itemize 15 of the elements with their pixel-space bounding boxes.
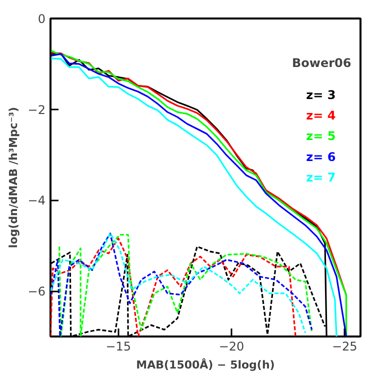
y-axis-title: log(dn/dMAB /h³Mpc⁻³) (6, 106, 20, 248)
x-tick-label: −15 (106, 340, 132, 354)
y-tick-label: −2 (28, 102, 46, 117)
legend-title: Bower06 (292, 56, 352, 70)
x-tick-label: −20 (218, 340, 244, 354)
text: z= 6 (306, 150, 336, 164)
text: z= 5 (306, 129, 336, 144)
y-tick-label: −4 (28, 194, 46, 208)
x-axis-title: MAB(1500Å) − 5log(h) (136, 358, 275, 372)
y-tick-label: −6 (28, 284, 46, 299)
text: z= 7 (306, 170, 336, 184)
text: z= 4 (306, 108, 336, 122)
text: z= 3 (306, 88, 336, 102)
x-tick-label: −25 (332, 340, 358, 354)
y-tick-label: 0 (38, 12, 46, 26)
